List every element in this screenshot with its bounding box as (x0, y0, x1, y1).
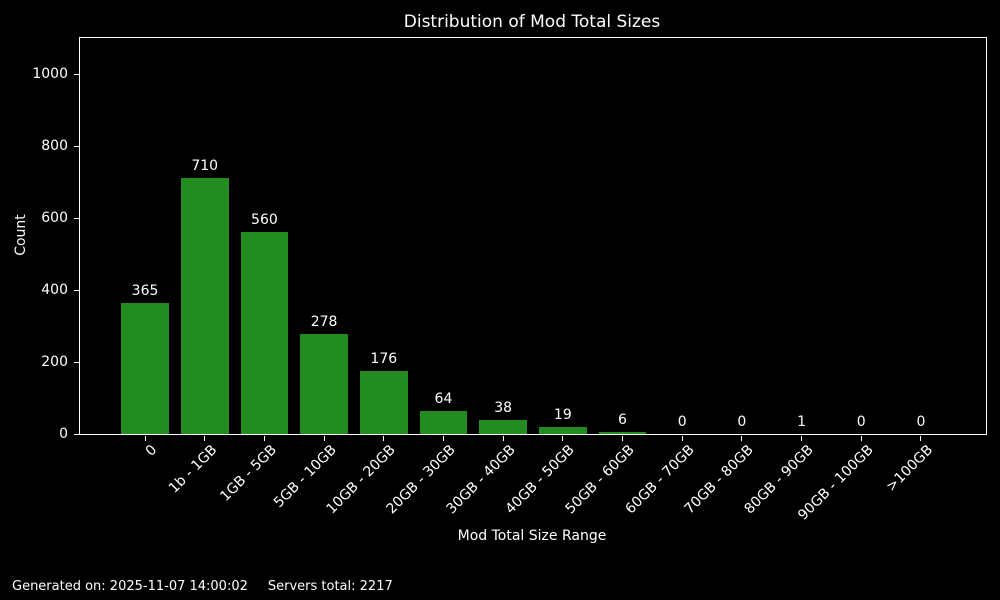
y-tick-mark (74, 433, 79, 435)
bar (300, 333, 348, 434)
x-axis-label: Mod Total Size Range (457, 528, 607, 544)
x-tick-mark (204, 436, 206, 441)
y-tick-label: 200 (41, 354, 68, 370)
x-tick-mark (323, 436, 325, 441)
bar (121, 302, 169, 434)
x-tick-mark (562, 436, 564, 441)
bar-value-label: 1 (797, 413, 807, 430)
bar-value-label: 0 (856, 414, 866, 430)
servers-total-text: Servers total: 2217 (267, 579, 393, 594)
y-tick-mark (74, 361, 79, 363)
bar (598, 431, 647, 434)
x-tick-mark (502, 436, 504, 441)
x-tick-mark (144, 436, 146, 441)
x-tick-mark (920, 436, 922, 441)
bar (240, 232, 289, 434)
x-tick-mark (801, 436, 803, 441)
x-tick-label: 0 (142, 442, 161, 460)
x-tick-mark (741, 436, 743, 441)
y-tick-label: 1000 (32, 66, 68, 82)
bar-value-label: 6 (618, 411, 627, 428)
y-tick-label: 600 (41, 210, 68, 226)
bar-value-label: 0 (916, 414, 926, 430)
bar (359, 370, 408, 434)
x-tick-mark (681, 436, 683, 441)
plot-area: 365 710 560 278 176 64 38 19 6 0 0 1 0 0 0 200 400 600 80… (32, 37, 987, 524)
y-tick-label: 800 (41, 138, 68, 154)
bar-value-label: 19 (553, 407, 572, 424)
bar (479, 420, 528, 434)
bar-value-label: 560 (251, 212, 278, 229)
x-tick-mark (383, 436, 385, 441)
x-tick-mark (860, 436, 862, 441)
x-tick-label: >100GB (883, 442, 937, 495)
bar-value-label: 365 (131, 282, 159, 299)
bar-value-label: 64 (434, 390, 453, 407)
x-tick-mark (442, 436, 444, 441)
bar-value-label: 0 (737, 414, 747, 430)
x-tick-label: 1b - 1GB (165, 442, 221, 497)
x-tick-mark (263, 436, 265, 441)
y-tick-mark (74, 289, 79, 291)
y-tick-mark (74, 145, 79, 147)
footer: Generated on: 2025-11-07 14:00:02 Servers… (12, 579, 393, 595)
y-tick-label: 0 (59, 426, 68, 442)
x-tick-mark (622, 436, 624, 441)
bar-value-label: 38 (494, 400, 513, 417)
chart-title: Distribution of Mod Total Sizes (403, 12, 661, 32)
bar (180, 178, 229, 434)
y-tick-mark (74, 73, 79, 75)
bar (538, 427, 587, 434)
bar-value-label: 278 (310, 313, 338, 330)
y-axis-label: Count (13, 214, 29, 256)
bar-value-label: 176 (370, 350, 398, 367)
y-tick-mark (74, 217, 79, 219)
x-tick-label: 1GB - 5GB (217, 442, 280, 505)
bar-value-label: 0 (677, 414, 687, 430)
bar-value-label: 710 (191, 158, 219, 175)
bar (419, 410, 468, 434)
y-tick-label: 400 (41, 282, 68, 298)
generated-on-text: Generated on: 2025-11-07 14:00:02 (12, 579, 248, 594)
